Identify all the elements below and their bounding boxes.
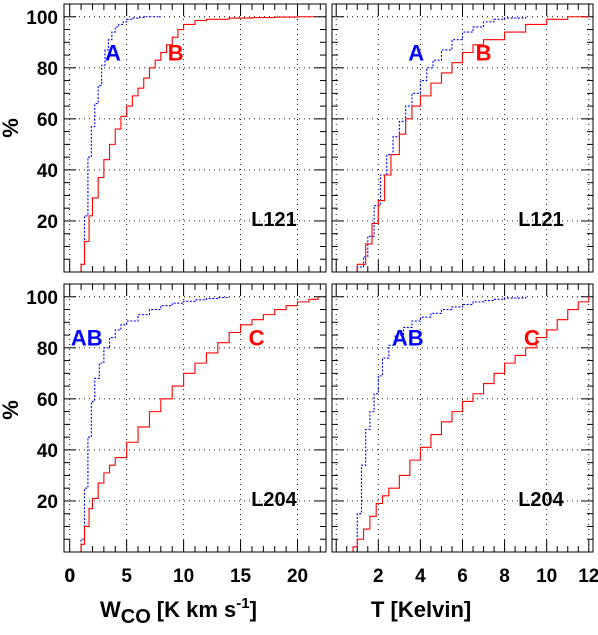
x-tick-label: 15 bbox=[230, 566, 252, 587]
region-label: L121 bbox=[251, 209, 297, 231]
series-c-line bbox=[336, 296, 590, 553]
x-axis-label-left-unit: [K km s bbox=[157, 597, 236, 622]
y-tick-label: 60 bbox=[37, 390, 58, 411]
series-a-line bbox=[69, 16, 161, 273]
x-tick-label: 5 bbox=[121, 566, 132, 587]
panel-top-left: A B L121 20 40 60 80 100 bbox=[26, 3, 327, 273]
series-b-line bbox=[69, 16, 315, 273]
x-axis-label-left-sup: -1 bbox=[236, 595, 249, 612]
x-tick-label: 8 bbox=[499, 566, 510, 587]
panel-bottom-left: AB C L204 20 40 60 80 100 0 5 10 15 20 bbox=[26, 283, 327, 587]
series-b-line bbox=[336, 16, 589, 273]
series-label-b: B bbox=[168, 40, 184, 65]
x-tick-label: 4 bbox=[415, 566, 426, 587]
y-tick-label: 100 bbox=[26, 8, 58, 29]
x-tick-label: 20 bbox=[287, 566, 308, 587]
x-axis-label-right: T [Kelvin] bbox=[371, 597, 471, 622]
series-label-c: C bbox=[524, 326, 540, 351]
series-label-ab: AB bbox=[392, 326, 424, 351]
y-tick-label: 80 bbox=[37, 59, 58, 80]
series-ab-line bbox=[69, 296, 230, 553]
y-axis-label-top: % bbox=[0, 118, 23, 138]
y-tick-label: 40 bbox=[37, 161, 58, 182]
y-tick-label: 80 bbox=[37, 339, 58, 360]
series-label-a: A bbox=[408, 40, 424, 65]
series-label-a: A bbox=[105, 40, 121, 65]
series-label-c: C bbox=[249, 326, 265, 351]
x-tick-label: 0 bbox=[64, 566, 75, 587]
x-tick-label: 2 bbox=[373, 566, 384, 587]
series-ab-line bbox=[336, 296, 527, 553]
panel-frame bbox=[63, 3, 327, 273]
x-axis-label-left-main: W bbox=[100, 597, 121, 622]
x-tick-label: 6 bbox=[457, 566, 468, 587]
y-tick-label: 100 bbox=[26, 288, 58, 309]
y-tick-label: 20 bbox=[37, 492, 58, 513]
y-tick-label: 20 bbox=[37, 212, 58, 233]
series-label-ab: AB bbox=[71, 326, 103, 351]
region-label: L204 bbox=[518, 489, 564, 511]
series-label-b: B bbox=[476, 40, 492, 65]
region-label: L121 bbox=[518, 209, 564, 231]
x-axis-label-left-close: ] bbox=[250, 597, 257, 622]
x-tick-label: 10 bbox=[536, 566, 557, 587]
x-axis-label-left: WCO [K km s-1] bbox=[100, 595, 257, 628]
y-tick-label: 40 bbox=[37, 441, 58, 462]
x-tick-label: 12 bbox=[578, 566, 598, 587]
y-tick-label: 60 bbox=[37, 110, 58, 131]
series-a-line bbox=[336, 16, 527, 273]
x-tick-label: 10 bbox=[173, 566, 194, 587]
x-axis-label-left-sub: CO bbox=[121, 606, 151, 628]
panel-top-right: A B L121 bbox=[331, 3, 594, 273]
region-label: L204 bbox=[251, 489, 297, 511]
panel-frame bbox=[331, 283, 594, 553]
panel-frame bbox=[331, 3, 594, 273]
panel-bottom-right: AB C L204 2 4 6 8 10 12 bbox=[331, 283, 598, 587]
y-axis-label-bottom: % bbox=[0, 400, 23, 420]
series-c-line bbox=[69, 296, 319, 553]
panel-frame bbox=[63, 283, 327, 553]
x-tick-label-zero: 0 bbox=[65, 566, 76, 587]
